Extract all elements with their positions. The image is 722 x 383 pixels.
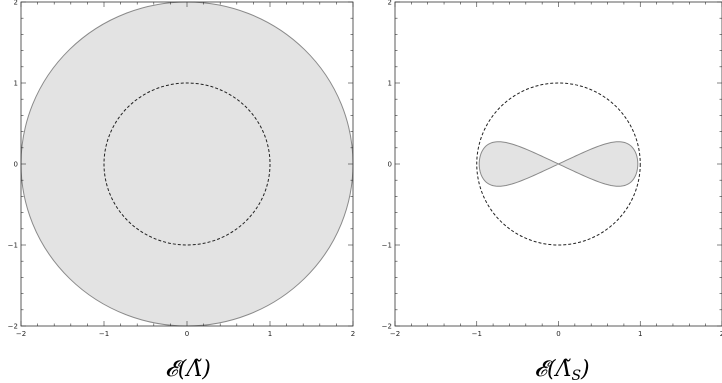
x-tick-label: −1 bbox=[99, 330, 109, 338]
y-tick-label: 2 bbox=[14, 0, 18, 7]
y-tick-label: 1 bbox=[14, 80, 18, 88]
x-tick-label: 2 bbox=[720, 330, 722, 338]
y-tick-label: −1 bbox=[8, 242, 18, 250]
left-caption-main: 𝓔(Λ̃) bbox=[165, 357, 211, 382]
y-tick-label: 1 bbox=[388, 80, 392, 88]
y-tick-label: 0 bbox=[388, 161, 392, 169]
right-caption-close: ) bbox=[580, 357, 590, 382]
filled-lemniscate-region bbox=[478, 141, 639, 187]
x-tick-label: 1 bbox=[638, 330, 642, 338]
x-tick-label: −1 bbox=[472, 330, 482, 338]
x-tick-label: 0 bbox=[185, 330, 189, 338]
x-tick-label: 0 bbox=[556, 330, 560, 338]
x-tick-label: 1 bbox=[268, 330, 272, 338]
right-caption: 𝓔(Λ̃S) bbox=[534, 357, 589, 383]
y-tick-label: 2 bbox=[388, 0, 392, 7]
filled-disk-region bbox=[20, 1, 354, 327]
unit-circle-dashed bbox=[476, 82, 641, 246]
y-tick-label: −2 bbox=[8, 323, 18, 331]
x-tick-label: −2 bbox=[16, 330, 26, 338]
y-tick-label: 0 bbox=[14, 161, 18, 169]
x-tick-label: −2 bbox=[390, 330, 400, 338]
right-caption-main: 𝓔(Λ̃ bbox=[534, 357, 571, 382]
y-tick-label: −2 bbox=[382, 323, 392, 331]
y-tick-label: −1 bbox=[382, 242, 392, 250]
unit-circle-dashed bbox=[103, 82, 271, 246]
left-panel: −2 −1 0 1 2 −2 −1 0 1 2 bbox=[8, 0, 356, 338]
right-panel: −2 −1 0 1 2 −2 −1 0 1 2 bbox=[382, 0, 722, 338]
right-caption-sub: S bbox=[571, 368, 581, 383]
left-caption: 𝓔(Λ̃) bbox=[165, 357, 211, 382]
x-tick-label: 2 bbox=[351, 330, 355, 338]
